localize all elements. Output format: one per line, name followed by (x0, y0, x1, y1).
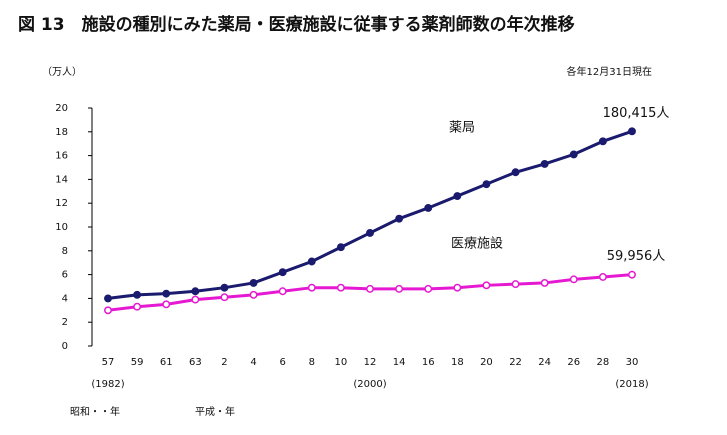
y-tick-label: 8 (62, 246, 68, 257)
note: 各年12月31日現在 (567, 65, 652, 78)
data-point (307, 257, 316, 266)
y-tick-label: 16 (55, 151, 68, 162)
data-point (569, 150, 578, 159)
y-tick-label: 6 (62, 270, 68, 281)
x-tick-label: 61 (160, 357, 173, 368)
data-point (133, 302, 142, 311)
data-point (424, 204, 433, 212)
data-point (395, 214, 404, 223)
data-point (628, 270, 636, 279)
data-point (424, 284, 433, 293)
x-tick-label: 30 (626, 357, 639, 368)
data-point (395, 284, 404, 293)
y-tick-label: 18 (55, 127, 68, 138)
x-tick-label: 26 (567, 357, 580, 368)
data-point (453, 192, 462, 201)
era-label: 平成・年 (195, 405, 235, 418)
data-point (511, 168, 520, 177)
data-point (366, 284, 374, 293)
y-tick-label: 2 (62, 317, 68, 328)
y-tick-label: 4 (62, 293, 68, 304)
data-point (278, 268, 287, 277)
data-point (482, 180, 491, 189)
data-point (482, 281, 491, 290)
x-tick-label: 63 (189, 357, 202, 368)
data-point (104, 294, 112, 303)
x-tick-label: 10 (335, 357, 348, 368)
x-annotation: (2018) (615, 379, 648, 390)
y-tick-label: 0 (62, 341, 68, 352)
y-tick-label: 10 (55, 222, 68, 233)
value-label: 59,956人 (607, 249, 666, 264)
x-tick-label: 22 (509, 357, 522, 368)
x-tick-label: 28 (597, 357, 610, 368)
x-tick-label: 16 (422, 357, 435, 368)
x-tick-label: 57 (102, 357, 115, 368)
x-tick-label: 59 (131, 357, 144, 368)
data-point (249, 290, 258, 299)
data-point (628, 127, 636, 136)
data-point (162, 300, 171, 309)
x-tick-label: 4 (250, 357, 256, 368)
x-tick-label: 12 (364, 357, 377, 368)
x-tick-label: 6 (279, 357, 285, 368)
x-tick-label: 14 (393, 357, 406, 368)
x-tick-label: 20 (480, 357, 493, 368)
y-tick-label: 12 (55, 198, 68, 209)
data-point (191, 295, 200, 304)
chart-title: 図 13 施設の種別にみた薬局・医療施設に従事する薬剤師数の年次推移 (18, 14, 575, 35)
data-point (133, 290, 142, 299)
data-point (598, 273, 607, 281)
x-tick-label: 24 (538, 357, 551, 368)
series-label: 薬局 (449, 121, 475, 136)
y-axis-label: （万人） (42, 66, 82, 78)
data-point (336, 283, 345, 292)
x-tick-label: 8 (309, 357, 315, 368)
series-label: 医療施設 (451, 236, 503, 252)
data-point (104, 306, 112, 315)
data-point (191, 287, 200, 296)
data-point (569, 275, 578, 284)
data-point (540, 278, 549, 287)
x-annotation: (2000) (353, 379, 386, 390)
data-point (220, 293, 229, 302)
data-point (162, 289, 171, 298)
x-tick-label: 18 (451, 357, 464, 368)
x-annotation: (1982) (91, 379, 124, 390)
data-point (336, 243, 345, 252)
data-point (540, 159, 549, 168)
era-label: 昭和・・年 (70, 405, 120, 418)
series-line (107, 129, 633, 300)
data-point (598, 137, 607, 146)
data-point (366, 229, 374, 237)
data-point (220, 283, 229, 292)
y-tick-label: 14 (55, 174, 68, 185)
data-point (453, 283, 462, 292)
x-tick-label: 2 (221, 357, 227, 368)
data-point (307, 283, 316, 292)
y-tick-label: 20 (55, 103, 68, 114)
value-label: 180,415人 (603, 106, 670, 121)
data-point (249, 278, 258, 287)
data-point (278, 287, 287, 296)
data-point (511, 280, 520, 289)
